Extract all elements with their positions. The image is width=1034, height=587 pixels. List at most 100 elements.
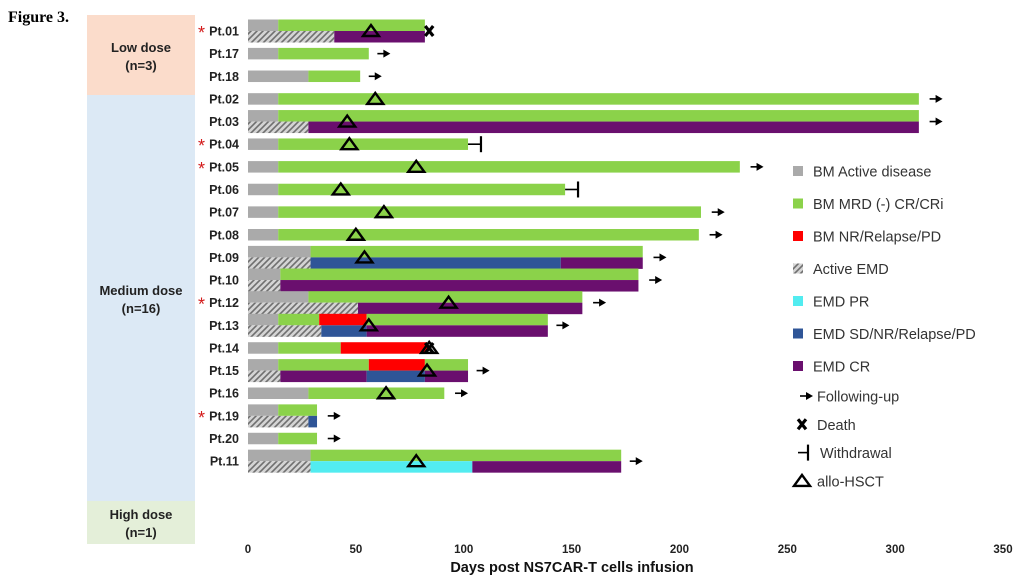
bar-bm-bm-mrd: [278, 229, 699, 241]
patient-label: Pt.14: [209, 341, 239, 355]
follow-up-arrow-head: [599, 298, 607, 307]
row-pt12: Pt.12 *: [198, 291, 607, 315]
bar-bm-bm-mrd: [278, 359, 369, 371]
row-pt07: Pt.07: [209, 204, 725, 220]
row-pt08: Pt.08: [209, 226, 723, 242]
bar-emd-emd-cr: [472, 461, 622, 473]
bar-bm-bm-mrd: [308, 387, 445, 399]
x-tick-label: 0: [245, 544, 251, 556]
patient-rows: Pt.01*Pt.17Pt.18Pt.02Pt.03Pt.04*Pt.05*Pt…: [198, 19, 943, 473]
bar-emd-emd-pr: [310, 461, 473, 473]
bar-bm-bm-mrd: [278, 313, 320, 326]
patient-label: Pt.08: [209, 228, 239, 242]
allo-hsct-marker: [438, 294, 459, 309]
significance-star: *: [198, 408, 205, 428]
allo-hsct-marker: [416, 362, 438, 377]
bar-bm-bm-mrd: [278, 183, 566, 196]
bar-bm-bm-mrd: [366, 313, 548, 326]
legend-swatch-emd-cr: [793, 361, 803, 371]
legend-swatch-bm-nr: [793, 231, 803, 241]
x-tick-label: 200: [670, 544, 689, 556]
group-box-low: [87, 15, 195, 95]
row-pt15: Pt.15: [209, 359, 490, 383]
significance-star: *: [198, 23, 205, 43]
follow-up-arrow-head: [659, 253, 667, 262]
allo-hsct-marker: [405, 453, 427, 468]
x-axis: 0 50 100 150 200 250 300 350: [245, 544, 1013, 556]
bar-bm-bm-active: [248, 245, 311, 258]
follow-up-arrow-head: [635, 457, 643, 466]
allo-hsct-marker: [405, 158, 427, 174]
legend-label-emd-pr: EMD PR: [813, 295, 869, 311]
allo-hsct-marker: [360, 22, 382, 38]
row-pt03: Pt.03: [209, 110, 943, 134]
bar-emd-emd-active: [248, 325, 322, 337]
follow-up-arrow-head: [374, 72, 382, 81]
figure-label: Figure 3.: [8, 9, 69, 26]
x-tick-label: 300: [886, 544, 905, 556]
group-label-low: Low dose: [111, 40, 171, 55]
row-pt19: Pt.19 *: [198, 404, 341, 428]
allo-hsct-marker: [339, 136, 360, 151]
follow-up-arrow-head: [655, 276, 663, 285]
bar-bm-bm-active: [248, 342, 279, 354]
patient-label: Pt.01: [209, 25, 239, 39]
bar-bm-bm-mrd: [278, 138, 469, 150]
patient-label: Pt.05: [209, 160, 239, 174]
legend-label-emd-active: Active EMD: [813, 262, 889, 278]
bar-bm-bm-nr: [340, 342, 428, 354]
bar-bm-bm-active: [248, 161, 279, 173]
patient-label: Pt.16: [209, 387, 239, 401]
bar-bm-bm-active: [248, 291, 309, 303]
legend-death-icon: [796, 418, 808, 431]
follow-up-arrow-head: [333, 434, 341, 443]
bar-emd-emd-active: [248, 415, 309, 428]
significance-star: *: [198, 159, 205, 179]
bar-bm-bm-active: [248, 359, 279, 371]
bar-bm-bm-active: [248, 229, 279, 241]
bar-bm-bm-mrd: [278, 110, 919, 122]
row-pt16: Pt.16: [209, 385, 469, 401]
bar-emd-emd-active: [248, 257, 311, 269]
legend: BM Active disease BM MRD (-) CR/CRi BM NR/…: [791, 165, 976, 490]
legend-swatch-emd-pr: [793, 296, 803, 306]
bar-bm-bm-mrd: [308, 291, 583, 303]
patient-label: Pt.04: [209, 138, 239, 152]
bar-bm-bm-mrd: [278, 19, 425, 31]
bar-bm-bm-mrd: [310, 449, 622, 462]
allo-hsct-marker: [364, 90, 386, 106]
bar-bm-bm-mrd: [278, 432, 318, 445]
row-pt20: Pt.20: [209, 432, 341, 446]
x-axis-title: Days post NS7CAR-T cells infusion: [450, 560, 693, 576]
patient-label: Pt.20: [209, 432, 239, 446]
bar-bm-bm-mrd: [308, 70, 361, 83]
row-pt06: Pt.06: [209, 181, 580, 198]
legend-swatch-bm-mrd: [793, 198, 803, 209]
group-n-high: (n=1): [125, 525, 156, 540]
group-label-high: High dose: [110, 507, 173, 522]
follow-up-arrow-head: [461, 389, 469, 398]
bar-bm-bm-active: [248, 449, 311, 462]
legend-swatch-emd-sd: [793, 328, 803, 339]
bar-emd-emd-active: [248, 31, 335, 43]
follow-up-arrow-head: [383, 49, 391, 58]
group-box-medium: [87, 95, 195, 501]
bar-emd-emd-sd: [310, 257, 561, 269]
follow-up-arrow-head: [333, 411, 341, 420]
bar-emd-emd-active: [248, 370, 281, 383]
x-tick-label: 50: [349, 544, 362, 556]
patient-label: Pt.10: [209, 274, 239, 288]
bar-bm-bm-active: [248, 138, 279, 150]
legend-swatch-emd-active: [793, 263, 803, 274]
bar-bm-bm-active: [248, 313, 279, 326]
bar-bm-bm-active: [248, 70, 309, 83]
allo-hsct-marker: [373, 204, 395, 219]
patient-label: Pt.07: [209, 206, 239, 220]
follow-up-arrow-head: [756, 162, 764, 171]
group-box-high: [87, 501, 195, 544]
bar-bm-bm-active: [248, 183, 279, 196]
bar-emd-emd-cr: [358, 302, 583, 315]
bar-bm-bm-mrd: [278, 47, 369, 60]
legend-label-bm-active: BM Active disease: [813, 165, 931, 181]
patient-label: Pt.12: [209, 296, 239, 310]
